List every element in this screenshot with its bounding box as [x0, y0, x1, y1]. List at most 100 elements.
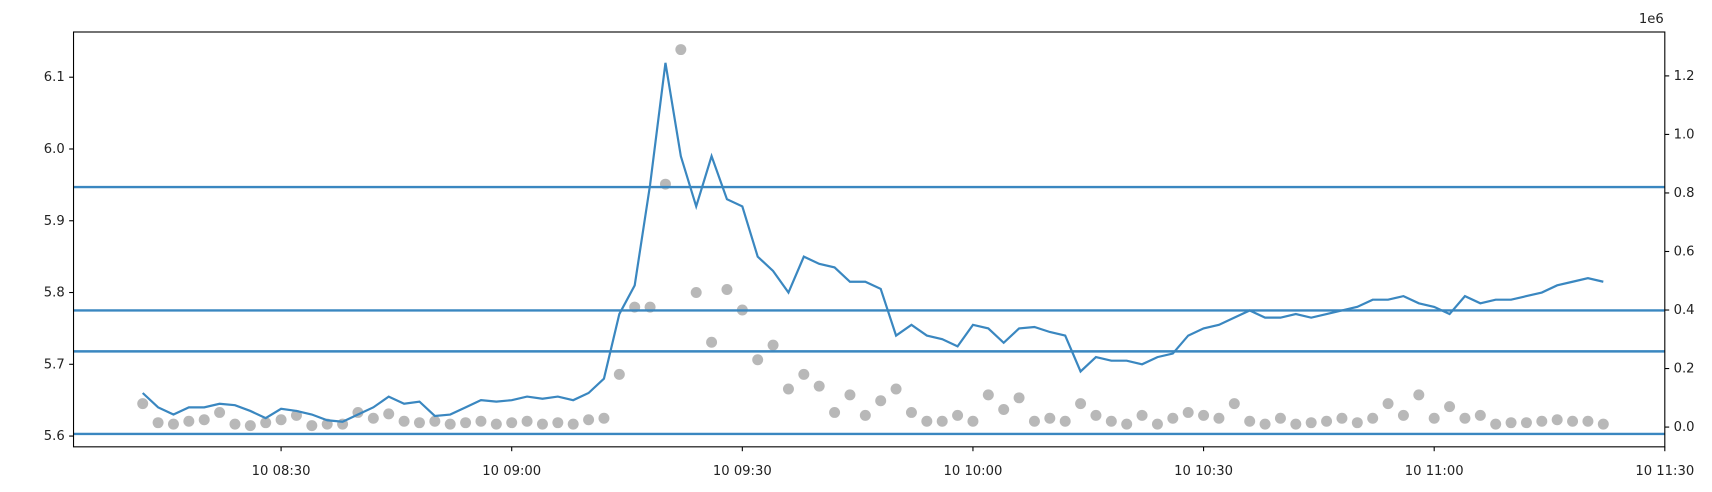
scatter-point	[229, 418, 241, 430]
scatter-point	[967, 415, 979, 427]
scatter-point	[598, 412, 610, 424]
scatter-point	[1121, 418, 1133, 430]
scatter-point	[1444, 401, 1456, 413]
y-tick-label: 5.7	[44, 357, 65, 372]
scatter-point	[844, 389, 856, 401]
scatter-point	[690, 286, 702, 298]
y2-tick-label: 0.4	[1674, 303, 1695, 318]
scatter-point	[998, 404, 1010, 416]
y2-tick-label: 0.6	[1674, 244, 1695, 259]
scatter-point	[490, 418, 502, 430]
scatter-point	[1274, 412, 1286, 424]
scatter-point	[1028, 415, 1040, 427]
scatter-point	[1213, 412, 1225, 424]
scatter-point	[1551, 414, 1563, 426]
scatter-point	[1597, 418, 1609, 430]
x-tick-label: 10 10:00	[944, 464, 1003, 479]
scatter-point	[1520, 417, 1532, 429]
scatter-point	[367, 412, 379, 424]
scatter-point	[721, 284, 733, 296]
scatter-point	[398, 415, 410, 427]
scatter-point	[1182, 406, 1194, 418]
scatter-point	[567, 418, 579, 430]
scatter-point	[137, 398, 149, 410]
scatter-point	[982, 389, 994, 401]
scatter-point	[905, 406, 917, 418]
scatter-point	[506, 417, 518, 429]
scatter-point	[152, 417, 164, 429]
scatter-point	[583, 414, 595, 426]
scatter-point	[1059, 415, 1071, 427]
scatter-point	[1567, 415, 1579, 427]
scatter-point	[552, 417, 564, 429]
scatter-point	[167, 418, 179, 430]
scatter-point	[798, 368, 810, 380]
scatter-point	[1198, 409, 1210, 421]
scatter-point	[706, 336, 718, 348]
x-tick-label: 10 09:00	[482, 464, 541, 479]
x-tick-label: 10 11:00	[1405, 464, 1464, 479]
scatter-point	[952, 409, 964, 421]
scatter-point	[1228, 398, 1240, 410]
scatter-point	[1244, 415, 1256, 427]
scatter-point	[1044, 412, 1056, 424]
y2-tick-label: 0.0	[1674, 420, 1695, 435]
scatter-point	[1336, 412, 1348, 424]
scatter-point	[1490, 418, 1502, 430]
scatter-point	[752, 354, 764, 366]
scatter-point	[413, 417, 425, 429]
scatter-point	[1090, 409, 1102, 421]
x-tick-label: 10 11:30	[1635, 464, 1694, 479]
scatter-point	[198, 414, 210, 426]
scatter-point	[444, 418, 456, 430]
y-tick-label: 5.9	[44, 214, 65, 229]
scatter-point	[1305, 417, 1317, 429]
scatter-point	[1397, 409, 1409, 421]
scatter-point	[782, 383, 794, 395]
y-tick-label: 5.8	[44, 286, 65, 301]
scatter-point	[1259, 418, 1271, 430]
scatter-point	[675, 44, 687, 56]
scatter-point	[1351, 417, 1363, 429]
scatter-point	[260, 417, 272, 429]
scatter-point	[1582, 415, 1594, 427]
x-tick-label: 10 09:30	[713, 464, 772, 479]
scatter-point	[1105, 415, 1117, 427]
scatter-point	[1459, 412, 1471, 424]
scatter-point	[921, 415, 933, 427]
x-tick-label: 10 10:30	[1174, 464, 1233, 479]
scatter-point	[859, 409, 871, 421]
scatter-point	[183, 415, 195, 427]
y2-tick-label: 1.0	[1674, 127, 1695, 142]
scatter-point	[1136, 409, 1148, 421]
price-line	[141, 62, 1604, 423]
scatter-point	[1151, 418, 1163, 430]
scatter-point	[1321, 415, 1333, 427]
scatter-point	[1013, 392, 1025, 404]
scatter-point	[1428, 412, 1440, 424]
scatter-point	[875, 395, 887, 407]
y-tick-label: 6.0	[44, 142, 65, 157]
scatter-point	[1382, 398, 1394, 410]
y2-tick-label: 1.2	[1674, 69, 1695, 84]
plot-frame	[72, 31, 1666, 448]
scatter-point	[521, 415, 533, 427]
scatter-point	[460, 417, 472, 429]
scatter-point	[1474, 409, 1486, 421]
y2-offset-label: 1e6	[1639, 12, 1664, 27]
y2-tick-label: 0.2	[1674, 362, 1695, 377]
scatter-point	[475, 415, 487, 427]
scatter-point	[1367, 412, 1379, 424]
scatter-point	[829, 406, 841, 418]
scatter-point	[1413, 389, 1425, 401]
scatter-point	[767, 339, 779, 351]
scatter-point	[1290, 418, 1302, 430]
scatter-point	[536, 418, 548, 430]
y2-tick-label: 0.8	[1674, 186, 1695, 201]
scatter-point	[275, 414, 287, 426]
scatter-point	[1075, 398, 1087, 410]
scatter-point	[214, 406, 226, 418]
y-tick-label: 6.1	[44, 70, 65, 85]
